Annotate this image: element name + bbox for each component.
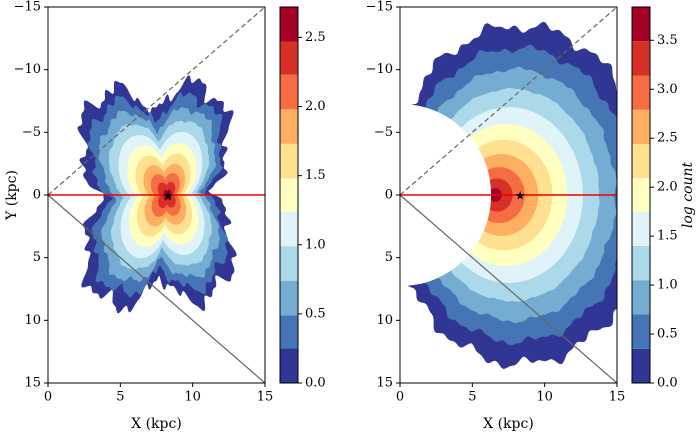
y-tick-label: 0 [33,188,41,203]
y-tick-label: 15 [24,376,41,391]
colorbar-frame [631,6,651,384]
colorbar-band [280,143,298,179]
colorbar-tick-label: 2.0 [657,180,678,195]
solid-boundary [47,194,266,384]
colorbar-label: log count [680,162,696,229]
y-tick-label: −15 [14,0,41,15]
y-tick-label: 5 [33,250,41,265]
colorbar-band [280,7,298,42]
colorbar-band [632,75,650,110]
colorbar-band [632,144,650,179]
sun-marker: ★ [515,189,526,203]
y-tick-label: 5 [385,250,393,265]
x-tick-label: 10 [536,390,553,405]
colorbar-frame [279,6,299,384]
colorbar-tick-label: 0.5 [657,327,678,342]
colorbar-band [280,348,298,383]
colorbar-band [280,109,298,144]
y-tick-label: 15 [376,376,393,391]
colorbar-tick-label: 1.0 [657,278,678,293]
y-tick-label: 0 [385,188,393,203]
colorbar-band [632,314,650,349]
colorbar-band [632,348,650,383]
y-tick-label: 10 [376,313,393,328]
colorbar-band [632,178,650,212]
y-tick-label: −10 [366,62,393,77]
y-tick-label: −5 [374,125,393,140]
colorbar-band [280,178,298,212]
colorbar-tick-label: 0.5 [305,306,326,321]
colorbar-band [280,211,298,247]
colorbar-band [280,280,298,316]
colorbar-band [280,41,298,75]
y-axis-label: Y (kpc) [4,170,20,221]
x-tick-label: 0 [396,390,404,405]
y-tick-label: −5 [22,125,41,140]
colorbar-tick-label: 2.0 [305,99,326,114]
y-tick-label: 10 [24,313,41,328]
colorbar-tick-label: 0.0 [305,376,326,391]
y-tick-label: −10 [14,62,41,77]
x-tick-label: 0 [44,390,52,405]
colorbar-tick-label: 3.0 [657,82,678,97]
colorbar-band [632,109,650,145]
colorbar-tick-label: 1.5 [657,229,678,244]
x-axis-label: X (kpc) [483,416,534,432]
colorbar-tick-label: 1.0 [305,237,326,252]
solid-boundary [399,194,618,384]
x-axis-label: X (kpc) [131,416,182,432]
x-tick-label: 15 [609,390,626,405]
x-tick-label: 5 [468,390,476,405]
colorbar-tick-label: 1.5 [305,168,326,183]
colorbar-tick-label: 2.5 [657,131,678,146]
x-tick-label: 15 [257,390,274,405]
x-tick-label: 5 [116,390,124,405]
colorbar-band [632,211,650,246]
y-tick-label: −15 [366,0,393,15]
colorbar-band [280,246,298,281]
colorbar-tick-label: 2.5 [305,30,326,45]
colorbar-band [280,74,298,110]
colorbar-band [280,315,298,349]
x-tick-label: 10 [184,390,201,405]
colorbar-band [632,41,650,76]
colorbar-band [632,280,650,315]
colorbar-tick-label: 3.5 [657,33,678,48]
colorbar-band [632,7,650,42]
sun-marker: ★ [163,189,174,203]
colorbar-tick-label: 0.0 [657,376,678,391]
colorbar-band [632,245,650,281]
